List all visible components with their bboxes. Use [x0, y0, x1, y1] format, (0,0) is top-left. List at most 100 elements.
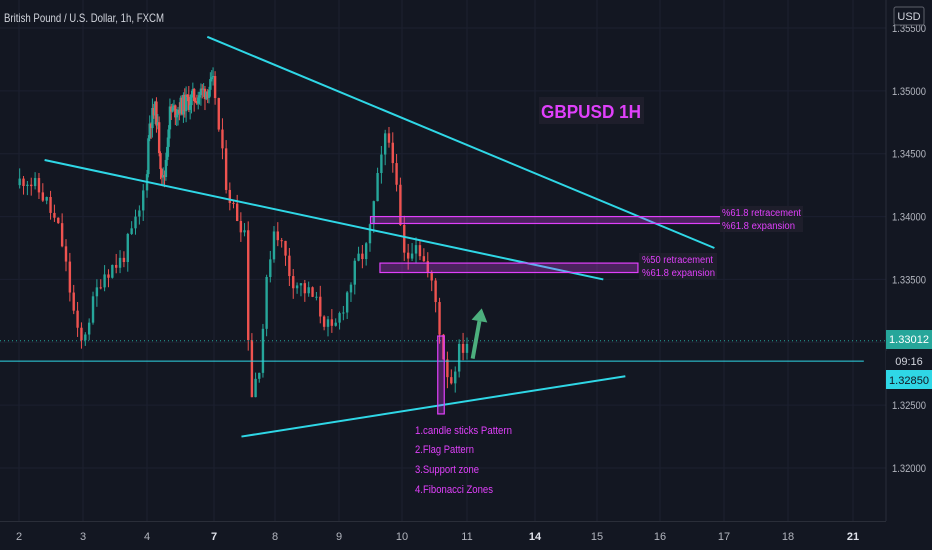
candle: [376, 167, 379, 202]
candle-body: [457, 343, 461, 372]
fib-lower-label-2[interactable]: %61.8 expansion: [642, 268, 715, 279]
candle-body: [387, 133, 391, 143]
reason-1[interactable]: 1.candle sticks Pattern: [415, 425, 512, 437]
candle-body: [60, 223, 64, 247]
candle: [410, 243, 414, 262]
countdown-badge[interactable]: 09:16: [886, 351, 932, 370]
candle-body: [168, 106, 172, 130]
candle: [126, 232, 129, 272]
candle: [95, 279, 99, 307]
candle-body: [334, 322, 337, 326]
candle-body: [164, 159, 168, 178]
candle: [103, 265, 106, 292]
candle-body: [18, 178, 21, 186]
candle-body: [454, 371, 457, 384]
currency-button[interactable]: [893, 6, 925, 26]
candle-body: [217, 98, 220, 130]
candle: [217, 97, 220, 132]
candle-body: [338, 313, 341, 323]
candle-body: [465, 343, 469, 353]
reason-4[interactable]: 4.Fibonacci Zones: [415, 484, 493, 496]
candle-body: [178, 109, 181, 114]
candle: [176, 106, 180, 126]
fib-zone[interactable]: [379, 262, 639, 274]
candle-body: [176, 109, 180, 115]
candle-body: [368, 224, 372, 244]
candle: [199, 83, 203, 106]
last-price-badge-bg: [886, 330, 932, 349]
candle-body: [148, 123, 151, 139]
trendline[interactable]: [44, 159, 604, 281]
candle-body: [99, 287, 102, 289]
candle-body: [205, 91, 208, 100]
time-tick-label: 18: [782, 531, 794, 543]
candle: [442, 333, 445, 360]
candle: [288, 247, 291, 287]
price-tick-label: 1.35000: [892, 86, 926, 98]
candle: [187, 86, 191, 113]
candle-body: [41, 192, 45, 201]
candle-body: [199, 88, 203, 96]
annotation-title[interactable]: GBPUSD 1H: [541, 102, 641, 122]
candle: [147, 135, 150, 178]
candle-body: [163, 175, 166, 178]
candle-body: [426, 261, 429, 273]
time-tick-label: 17: [718, 531, 730, 543]
candle-body: [224, 148, 228, 190]
candle: [345, 290, 349, 319]
candle-body: [353, 260, 356, 285]
candle: [213, 71, 217, 105]
candle: [37, 173, 41, 199]
candle-body: [167, 129, 170, 147]
time-axis[interactable]: 2 3 4 7 8 9 10 11 14 15 16 17 18 21: [16, 531, 859, 543]
candle-pattern-box[interactable]: [437, 335, 445, 415]
trendline[interactable]: [206, 35, 715, 249]
candle-body: [159, 153, 162, 170]
reason-2[interactable]: 2.Flag Pattern: [415, 444, 474, 456]
candle-body: [30, 184, 33, 187]
fib-lower-label-1[interactable]: %50 retracement: [642, 255, 713, 266]
candle-body: [107, 274, 110, 278]
candle: [461, 332, 465, 361]
candle-body: [183, 94, 186, 112]
line-price-badge[interactable]: 1.32850: [886, 370, 932, 389]
candle-body: [258, 372, 261, 379]
candle-body: [45, 196, 48, 201]
candle-body: [80, 327, 83, 341]
candle-body: [198, 95, 201, 98]
trendline[interactable]: [241, 375, 626, 438]
fib-upper-label-1[interactable]: %61.8 retracement: [722, 208, 801, 219]
candle: [303, 279, 307, 302]
candle: [164, 152, 168, 181]
fib-upper-label-2[interactable]: %61.8 expansion: [722, 221, 795, 232]
candle-body: [191, 88, 195, 95]
candle: [221, 118, 224, 160]
candle: [156, 114, 160, 130]
candle-body: [422, 256, 426, 262]
reason-3[interactable]: 3.Support zone: [415, 464, 479, 476]
candle: [161, 167, 165, 187]
candle-body: [284, 240, 287, 256]
candle-body: [184, 94, 188, 112]
candle: [292, 268, 295, 299]
candle-body: [376, 173, 379, 202]
last-price-badge[interactable]: 1.33012: [886, 330, 932, 349]
candle: [232, 200, 235, 209]
price-tick-label: 1.32500: [892, 400, 926, 412]
candle: [111, 264, 114, 279]
candle-body: [364, 243, 368, 260]
candle: [430, 270, 433, 292]
symbol-title[interactable]: British Pound / U.S. Dollar, 1h, FXCM: [4, 11, 164, 25]
candle-body: [288, 255, 291, 277]
up-arrow-icon[interactable]: [471, 308, 488, 323]
candle: [171, 103, 174, 113]
fib-zone[interactable]: [369, 215, 724, 225]
candle-body: [147, 138, 150, 175]
currency-label: USD: [897, 11, 920, 23]
candle: [228, 182, 232, 211]
candle-body: [221, 129, 224, 149]
candle-body: [307, 287, 310, 294]
candle-body: [330, 319, 334, 326]
